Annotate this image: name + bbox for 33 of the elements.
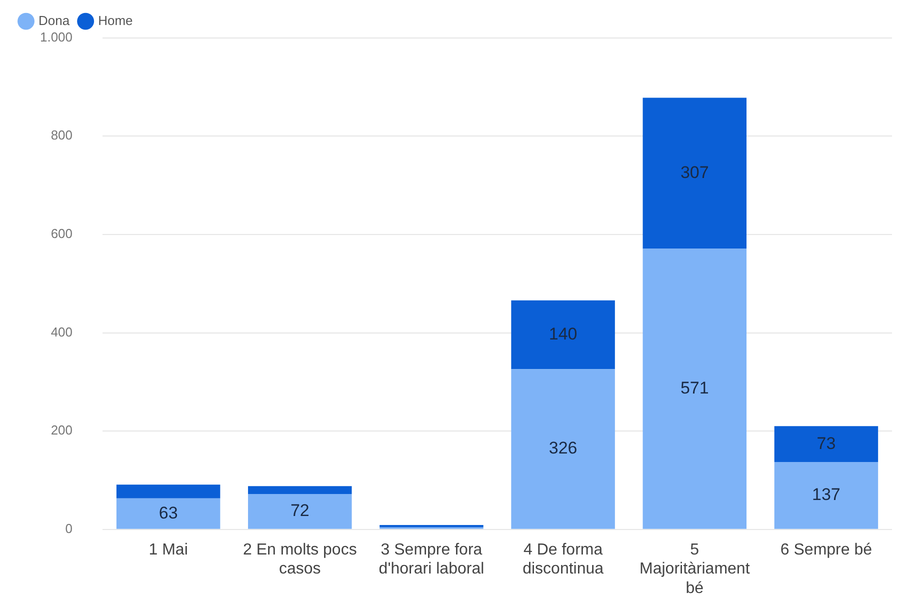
x-tick-label: 2 En molts pocs casos: [242, 541, 357, 578]
data-label: 72: [290, 501, 310, 520]
x-tick-label: 1 Mai: [148, 541, 188, 558]
legend-label: Home: [98, 12, 133, 28]
y-tick-label: 600: [50, 226, 73, 242]
data-label: 307: [680, 162, 709, 182]
data-label: 63: [158, 503, 178, 522]
bar: [248, 494, 352, 529]
bar: [642, 98, 747, 249]
legend-label: Dona: [38, 12, 70, 28]
bar: [774, 462, 878, 529]
data-label: 140: [548, 324, 578, 344]
x-tick-label: 3 Sempre fora d'horari laboral: [378, 541, 484, 578]
data-label: 326: [548, 438, 578, 458]
y-tick-label: 200: [50, 422, 73, 438]
data-label: 571: [680, 378, 709, 398]
bar: [774, 426, 878, 462]
x-tick-label: 6 Sempre bé: [780, 541, 872, 558]
bar: [511, 369, 615, 529]
data-label: 73: [816, 434, 836, 453]
bar: [248, 486, 352, 494]
y-tick-label: 0: [65, 520, 73, 536]
bar: [642, 248, 747, 529]
x-tick-label: 4 De forma discontinua: [522, 541, 604, 578]
bar: [116, 484, 220, 498]
bar: [511, 300, 615, 370]
x-tick-label: 5 Majoritàriament bé: [640, 541, 750, 597]
y-tick-label: 1.000: [40, 29, 73, 44]
y-tick-label: 400: [50, 324, 73, 340]
bar: [116, 498, 220, 529]
data-label: 137: [812, 485, 840, 504]
y-tick-label: 800: [50, 128, 73, 143]
bar: [380, 524, 484, 528]
